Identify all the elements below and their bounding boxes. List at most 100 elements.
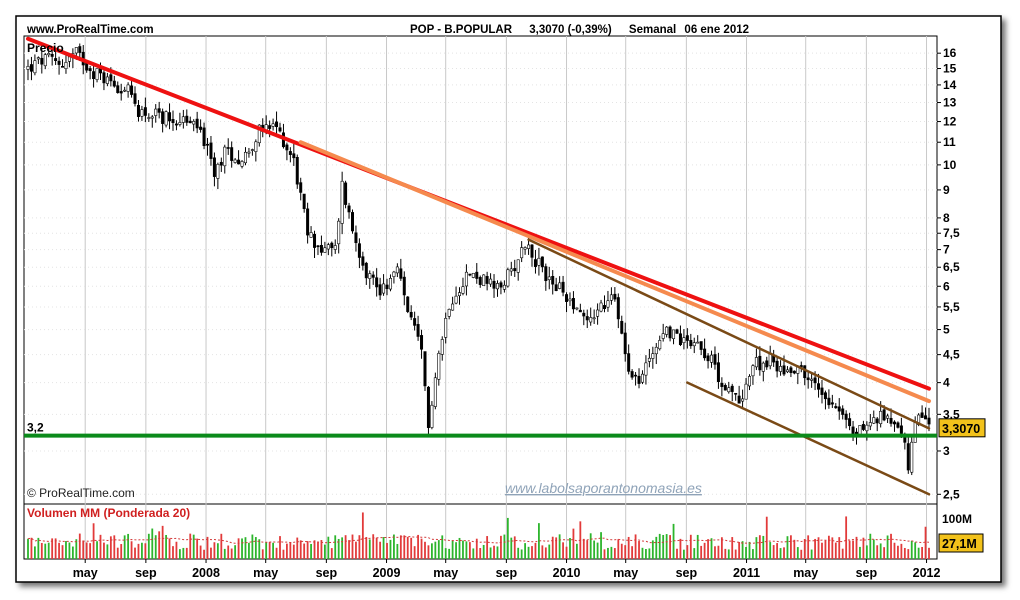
volume-bar	[865, 545, 868, 559]
candle-body	[640, 373, 644, 383]
candle-body	[813, 377, 817, 384]
volume-bar	[337, 538, 340, 559]
volume-bar	[358, 535, 361, 559]
candle-body	[817, 383, 821, 390]
volume-bar	[147, 533, 150, 559]
volume-bar	[555, 537, 558, 559]
candle-body	[409, 311, 413, 318]
candle-body	[744, 383, 748, 400]
candle-body	[413, 318, 417, 326]
candle-body	[613, 293, 617, 300]
candle-body	[447, 308, 451, 317]
candle-body	[530, 244, 534, 258]
volume-bar	[845, 516, 848, 559]
volume-bar	[517, 547, 520, 559]
horizontal-grid	[24, 52, 937, 495]
volume-bar	[734, 549, 737, 559]
candle-body	[516, 259, 520, 273]
volume-bar	[213, 542, 216, 559]
candle-body	[247, 151, 251, 154]
candle-body	[585, 316, 589, 321]
volume-bar	[327, 536, 330, 559]
candle-body	[779, 366, 783, 372]
candle-body	[544, 266, 548, 282]
volume-bar	[355, 541, 357, 559]
volume-bar	[27, 538, 29, 559]
candle-body	[651, 353, 655, 359]
candle-body	[130, 85, 134, 95]
volume-bar	[244, 537, 247, 559]
volume-bar	[817, 537, 820, 559]
volume-bar	[790, 535, 792, 559]
volume-bar	[420, 538, 423, 559]
volume-bar	[399, 535, 402, 559]
volume-bar	[613, 548, 616, 559]
candle-body	[271, 123, 275, 127]
volume-bar	[361, 512, 364, 559]
y-tick-label: 6	[943, 279, 950, 293]
candle-body	[892, 421, 896, 425]
candle-body	[451, 303, 455, 311]
candle-body	[713, 354, 717, 365]
candle-body	[806, 377, 810, 381]
volume-bar	[403, 535, 406, 559]
candle-body	[495, 283, 499, 290]
candle-body	[402, 276, 406, 296]
candle-body	[478, 277, 482, 285]
volume-bar	[103, 542, 105, 559]
candle-body	[927, 417, 931, 425]
x-tick-label: sep	[856, 566, 878, 580]
candle-body	[199, 126, 203, 130]
y-tick-label: 10	[943, 158, 957, 172]
volume-bar	[310, 543, 312, 559]
volume-bar	[821, 542, 823, 559]
volume-bar	[410, 537, 413, 559]
candle-body	[430, 404, 434, 428]
candle-body	[492, 280, 496, 289]
volume-bar	[258, 539, 261, 559]
volume-bar	[451, 540, 454, 559]
candle-body	[368, 273, 372, 279]
candle-body	[875, 418, 879, 424]
candle-body	[685, 335, 689, 341]
volume-bar	[575, 543, 578, 559]
candle-body	[623, 332, 627, 355]
volume-bar	[506, 517, 509, 559]
candle-body	[223, 146, 227, 167]
candle-body	[350, 212, 354, 232]
candle-body	[382, 283, 386, 294]
x-tick-label: may	[613, 566, 638, 580]
candle-body	[188, 120, 192, 124]
candle-body	[116, 85, 120, 93]
volume-bar	[658, 533, 661, 559]
last-price-label: 3,3070	[942, 422, 980, 436]
volume-bar	[558, 534, 561, 559]
volume-bar	[655, 536, 658, 559]
y-tick-label: 6,5	[943, 260, 960, 274]
volume-bar	[389, 539, 392, 559]
x-tick-label: sep	[135, 566, 157, 580]
candle-body	[354, 232, 358, 244]
volume-bar	[551, 536, 554, 559]
candle-body	[202, 127, 206, 146]
candle-body	[723, 385, 727, 391]
volume-bar	[572, 528, 575, 559]
candle-body	[395, 266, 399, 274]
candle-body	[589, 317, 593, 323]
volume-bar	[855, 536, 858, 559]
volume-bar	[382, 537, 385, 559]
candle-body	[399, 268, 403, 279]
candle-body	[406, 296, 410, 312]
volume-bar	[890, 533, 892, 559]
support-level-label: 3,2	[27, 421, 44, 435]
volume-bar	[444, 548, 447, 559]
volume-bar	[531, 546, 533, 559]
volume-bar	[903, 547, 906, 559]
y-tick-label: 3,5	[943, 407, 960, 421]
y-tick-label: 9	[943, 183, 950, 197]
candle-body	[703, 348, 707, 359]
candle-body	[509, 268, 513, 272]
x-tick-label: sep	[316, 566, 338, 580]
volume-bar	[548, 544, 551, 559]
volume-bar	[496, 546, 499, 559]
